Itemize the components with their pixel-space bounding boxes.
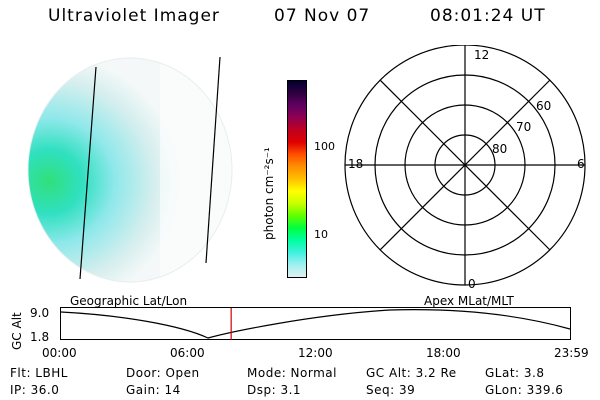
timeline-y-bottom: 1.8 (30, 330, 50, 344)
mlt-label-6: 6 (577, 157, 585, 171)
info-seq: Seq: 39 (366, 383, 416, 397)
colorbar-tick-100: 100 (314, 140, 335, 153)
info-flt: Flt: LBHL (10, 366, 68, 380)
timeline-y-top: 9.0 (30, 306, 50, 320)
mlt-label-18: 18 (348, 157, 363, 171)
info-glon: GLon: 339.6 (485, 383, 564, 397)
info-dsp: Dsp: 3.1 (247, 383, 302, 397)
info-door: Door: Open (126, 366, 200, 380)
timeline-xtick-2: 12:00 (298, 346, 333, 360)
info-gcalt: GC Alt: 3.2 Re (366, 366, 457, 380)
timeline-ylabel: GC Alt (10, 312, 24, 350)
timeline-xtick-3: 18:00 (426, 346, 461, 360)
info-glat: GLat: 3.8 (485, 366, 545, 380)
timeline-left-title: Geographic Lat/Lon (70, 294, 188, 308)
mlt-label-12: 12 (474, 48, 489, 62)
time-label: 08:01:24 UT (430, 6, 546, 26)
lat-label-70: 70 (516, 120, 531, 134)
info-gain: Gain: 14 (126, 383, 181, 397)
timeline-right-title: Apex MLat/MLT (424, 294, 514, 308)
colorbar (287, 80, 307, 278)
timeline-xtick-1: 06:00 (170, 346, 205, 360)
date-label: 07 Nov 07 (274, 6, 371, 26)
colorbar-unit-label: photon cm⁻²s⁻¹ (262, 147, 276, 240)
timeline-xtick-0: 00:00 (42, 346, 77, 360)
lat-label-60: 60 (536, 99, 551, 113)
terminator-line-left (79, 66, 97, 280)
uv-image (27, 56, 233, 283)
colorbar-tick-10: 10 (314, 228, 328, 241)
polar-plot: 12 0 18 6 60 70 80 (344, 45, 586, 290)
lat-label-80: 80 (492, 142, 507, 156)
timeline-xtick-4: 23:59 (554, 346, 589, 360)
info-ip: IP: 36.0 (10, 383, 60, 397)
mlt-label-0: 0 (468, 277, 476, 290)
info-mode: Mode: Normal (247, 366, 337, 380)
timeline-plot (60, 307, 571, 340)
instrument-title: Ultraviolet Imager (48, 6, 220, 26)
terminator-line-right (205, 56, 221, 264)
altitude-curve (60, 309, 571, 339)
